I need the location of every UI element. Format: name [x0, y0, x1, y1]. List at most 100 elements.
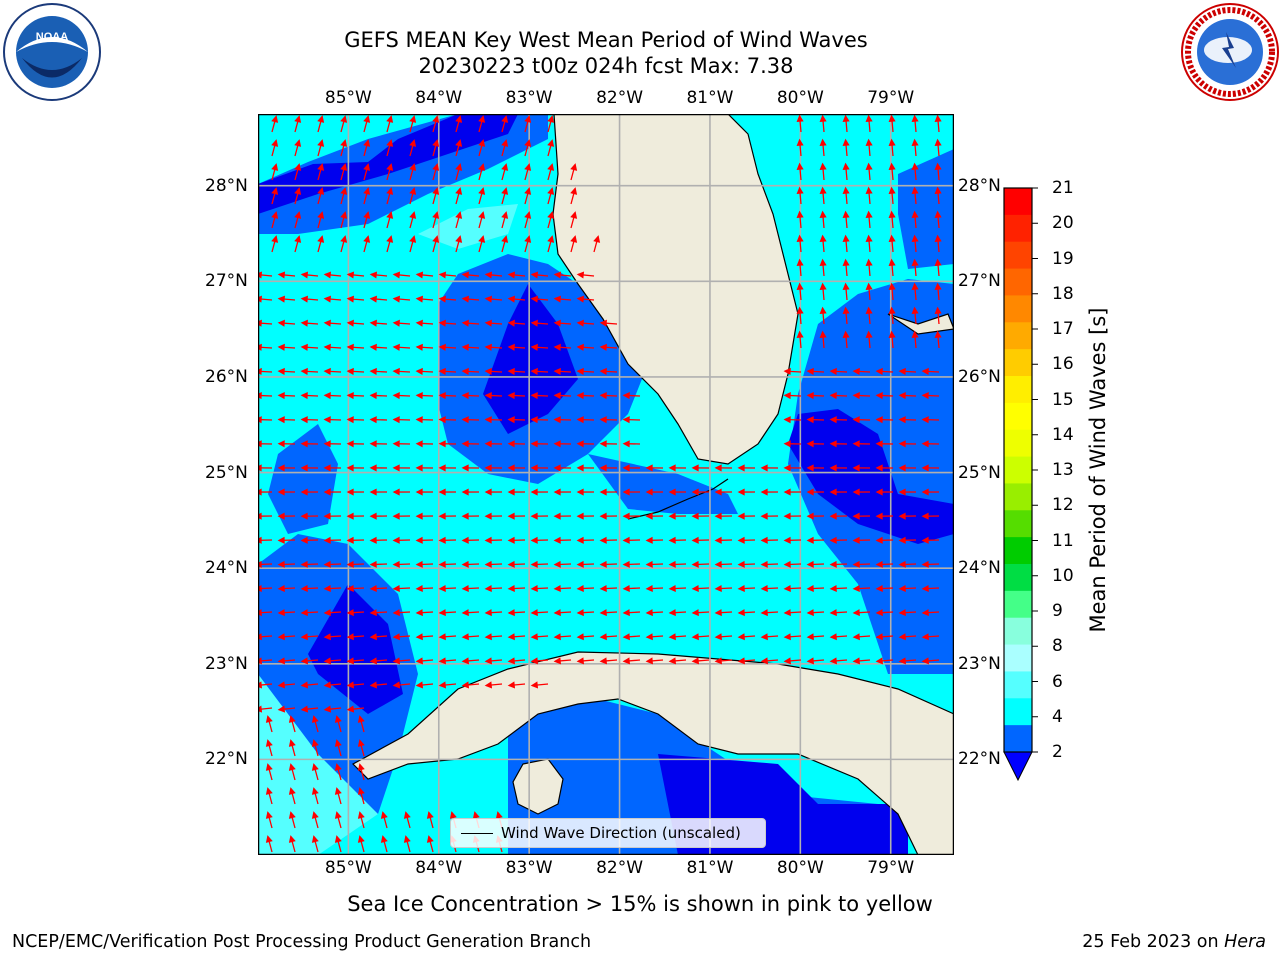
wind-wave-arrow: [369, 464, 388, 472]
wind-wave-arrow: [576, 392, 595, 400]
wind-wave-arrow: [530, 584, 549, 593]
wind-wave-arrow: [553, 271, 572, 279]
wind-wave-arrow: [530, 681, 549, 689]
wind-wave-arrow: [691, 536, 710, 544]
lat-label-left: 22°N: [205, 749, 248, 770]
wind-wave-arrow: [340, 163, 348, 181]
wind-wave-arrow: [501, 163, 509, 181]
wind-wave-arrow: [921, 440, 940, 448]
lon-label-bottom: 82°W: [596, 858, 644, 878]
wind-wave-arrow: [392, 633, 411, 641]
wind-wave-arrow: [934, 330, 942, 349]
wind-wave-arrow: [311, 715, 319, 733]
wind-wave-arrow: [576, 657, 595, 665]
colorbar-tick-label: 13: [1052, 460, 1074, 480]
wind-wave-arrow: [415, 536, 434, 544]
wind-wave-arrow: [875, 440, 894, 448]
wind-wave-arrow: [547, 139, 555, 157]
wind-wave-arrow: [852, 367, 871, 375]
wind-wave-arrow: [911, 138, 919, 157]
wind-wave-arrow: [484, 609, 503, 617]
wind-wave-arrow: [921, 512, 940, 520]
wind-wave-arrow: [852, 416, 871, 424]
wind-wave-arrow: [852, 560, 871, 568]
colorbar-tick-label: 4: [1052, 706, 1063, 727]
wind-wave-arrow: [265, 835, 273, 853]
footer-date: 25 Feb 2023 on: [1082, 932, 1225, 952]
wind-wave-arrow: [737, 536, 756, 544]
wind-wave-arrow: [438, 657, 457, 665]
wind-wave-arrow: [415, 440, 434, 448]
colorbar-tick-label: 15: [1052, 389, 1074, 410]
wind-wave-arrow: [796, 210, 804, 229]
wind-wave-arrow: [507, 367, 526, 375]
wind-wave-arrow: [369, 560, 388, 568]
wind-wave-arrow: [852, 657, 871, 665]
wind-wave-arrow: [501, 235, 509, 253]
wind-wave-arrow: [714, 584, 733, 593]
wind-wave-arrow: [898, 584, 917, 593]
contour-under2-east: [788, 409, 954, 544]
wind-wave-arrow: [294, 187, 302, 205]
wind-wave-arrow: [300, 681, 319, 689]
colorbar-tick-label: 6: [1052, 671, 1063, 692]
wind-wave-arrow: [622, 633, 641, 641]
wind-wave-arrow: [691, 560, 710, 568]
wind-wave-arrow: [622, 416, 641, 424]
wind-wave-arrow: [875, 609, 894, 617]
wind-wave-arrow: [346, 319, 365, 327]
lon-label-top: 84°W: [415, 88, 463, 108]
wind-wave-arrow: [438, 536, 457, 544]
wind-wave-arrow: [317, 139, 325, 157]
wind-wave-arrow: [852, 392, 871, 400]
wind-wave-arrow: [875, 367, 894, 375]
colorbar-segment: [1004, 295, 1032, 323]
wind-wave-arrow: [819, 306, 827, 325]
wind-wave-arrow: [346, 584, 365, 593]
wind-wave-arrow: [576, 560, 595, 568]
wind-wave-arrow: [668, 536, 687, 544]
wind-wave-arrow: [363, 235, 371, 253]
footer-right: 25 Feb 2023 on Hera: [1082, 932, 1266, 952]
wind-wave-arrow: [829, 560, 848, 568]
lat-label-left: 26°N: [205, 366, 248, 387]
wind-wave-arrow: [865, 210, 873, 229]
wind-wave-arrow: [806, 464, 825, 472]
wind-wave-arrow: [323, 367, 342, 375]
wind-wave-arrow: [323, 464, 342, 472]
wind-wave-arrow: [576, 633, 595, 641]
wind-wave-arrow: [426, 811, 434, 829]
wind-wave-arrow: [294, 115, 302, 133]
wind-wave-arrow: [796, 306, 804, 325]
wind-wave-arrow: [921, 657, 940, 665]
wind-wave-arrow: [300, 488, 319, 496]
wind-wave-arrow: [507, 416, 526, 424]
wind-wave-arrow: [392, 440, 411, 448]
wind-wave-arrow: [783, 584, 802, 593]
wind-wave-arrow: [875, 560, 894, 568]
wind-wave-arrow: [409, 115, 417, 133]
wind-wave-arrow: [599, 367, 618, 375]
wind-wave-arrow: [386, 187, 394, 205]
wind-wave-arrow: [369, 584, 388, 593]
wind-wave-arrow: [576, 609, 595, 617]
wind-wave-arrow: [622, 560, 641, 568]
wind-wave-arrow: [530, 440, 549, 448]
wind-wave-arrow: [432, 187, 440, 205]
wind-wave-arrow: [888, 114, 896, 133]
wind-wave-arrow: [415, 416, 434, 424]
wind-wave-arrow: [369, 681, 388, 689]
wind-wave-arrow: [363, 163, 371, 181]
colorbar-segment: [1004, 537, 1032, 565]
wind-wave-arrow: [806, 440, 825, 448]
wind-wave-arrow: [599, 584, 618, 593]
wind-wave-arrow: [461, 416, 480, 424]
wind-wave-arrow: [461, 536, 480, 544]
wind-wave-arrow: [599, 343, 618, 351]
wind-wave-arrow: [380, 811, 388, 829]
lat-label-left: 28°N: [205, 175, 248, 196]
wind-wave-arrow: [334, 787, 342, 805]
wind-wave-arrow: [806, 488, 825, 496]
wind-wave-arrow: [898, 609, 917, 617]
wind-wave-arrow: [806, 633, 825, 641]
